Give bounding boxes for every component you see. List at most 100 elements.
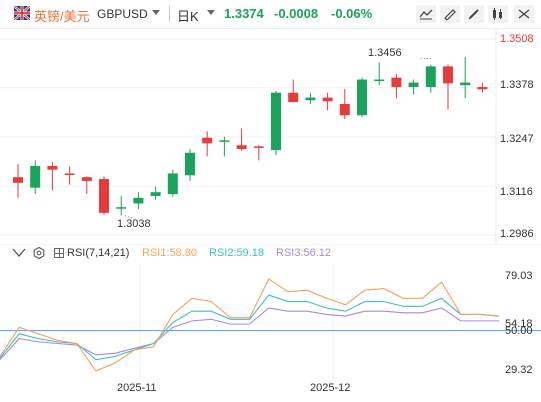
pen-icon xyxy=(468,9,479,20)
quote-header: 英镑/美元 GBPUSD 日K 1.3374 -0.0008 -0.06% xyxy=(0,0,541,28)
candle-body xyxy=(425,66,436,88)
candle-body xyxy=(408,82,419,88)
date-axis-label: 2025-12 xyxy=(310,382,351,394)
candle-body xyxy=(391,77,402,88)
price-axis-label: 1.2986 xyxy=(500,228,534,240)
fullscreen-button[interactable] xyxy=(514,5,534,23)
compare-icon xyxy=(493,8,502,20)
rsi3-value: RSI3:56.12 xyxy=(276,247,332,259)
price-chart[interactable] xyxy=(0,29,541,244)
candle xyxy=(271,90,281,156)
last-price: 1.3374 xyxy=(224,6,264,21)
candle-body xyxy=(167,173,178,195)
candle-body xyxy=(30,165,41,188)
price-axis-label: 1.3378 xyxy=(500,79,534,91)
candle-body xyxy=(133,197,144,204)
rsi-chart[interactable] xyxy=(0,244,541,382)
candle xyxy=(47,162,58,191)
candle xyxy=(219,136,230,157)
header-border xyxy=(0,28,541,29)
low-annotation: 1.3038 xyxy=(117,218,151,230)
period-selector[interactable]: 日K xyxy=(177,9,199,24)
chart-type-icon xyxy=(419,9,433,20)
header-divider xyxy=(169,6,170,22)
chart-type-button[interactable] xyxy=(416,5,436,23)
pair-dropdown-icon[interactable] xyxy=(152,10,160,15)
candle xyxy=(64,166,75,185)
fullscreen-icon xyxy=(518,9,530,19)
candle-body xyxy=(253,146,264,148)
candle-body xyxy=(288,92,299,103)
rsi2-value: RSI2:59.18 xyxy=(209,247,265,259)
candle-body xyxy=(64,173,75,175)
candle-body xyxy=(322,97,333,102)
candle-body xyxy=(460,82,471,86)
candle-body xyxy=(357,79,367,116)
candle xyxy=(81,176,92,195)
candle xyxy=(339,88,350,119)
gear-icon[interactable] xyxy=(33,247,45,259)
candle xyxy=(305,92,316,104)
candle xyxy=(408,79,419,95)
candle xyxy=(425,64,436,93)
candle xyxy=(202,131,213,157)
candle-body xyxy=(116,207,127,209)
candle xyxy=(460,57,471,99)
rsi1-value: RSI1:58.80 xyxy=(142,247,198,259)
candle xyxy=(116,195,127,216)
candle-body xyxy=(202,137,213,144)
rsi2-line xyxy=(0,294,500,361)
candle-body xyxy=(185,152,195,176)
candle-body xyxy=(150,192,161,196)
candle-body xyxy=(477,87,488,90)
price-axis-label: 1.3508 xyxy=(500,33,534,45)
candle xyxy=(99,176,109,215)
rsi-title[interactable]: RSI(7,14,21) xyxy=(67,247,130,259)
indicator-toggle-icon[interactable] xyxy=(54,248,64,258)
candle-body xyxy=(99,179,109,213)
candle-body xyxy=(236,145,247,150)
candle-body xyxy=(374,79,385,82)
candle xyxy=(357,77,367,118)
pen-button[interactable] xyxy=(464,5,484,23)
eye-icon[interactable] xyxy=(12,248,26,258)
candle-body xyxy=(81,177,92,181)
candle xyxy=(236,128,247,151)
high-annotation: 1.3456 xyxy=(368,47,402,59)
date-axis-label: 2025-11 xyxy=(117,382,157,394)
price-change-pct: -0.06% xyxy=(331,6,373,21)
rsi-axis-label: 29.32 xyxy=(505,364,533,376)
candle xyxy=(150,186,161,200)
candle xyxy=(322,92,333,111)
candle xyxy=(374,62,385,86)
candle-body xyxy=(443,66,453,84)
pair-code[interactable]: GBPUSD xyxy=(97,7,148,21)
candle-body xyxy=(13,177,23,183)
rsi-axis-label: 50.00 xyxy=(505,325,533,337)
price-axis-label: 1.3247 xyxy=(500,133,534,145)
candle xyxy=(133,192,144,210)
price-change: -0.0008 xyxy=(274,6,319,21)
rsi-axis-label: 54.18 xyxy=(505,318,533,330)
candle xyxy=(443,64,453,110)
candle xyxy=(167,169,178,197)
candle xyxy=(13,164,23,198)
candle-body xyxy=(305,97,316,101)
candle-body xyxy=(271,92,281,151)
rsi-axis-label: 79.03 xyxy=(505,270,533,282)
compare-button[interactable] xyxy=(488,5,508,23)
candle xyxy=(477,82,488,93)
rsi3-line xyxy=(0,307,500,360)
candle xyxy=(253,145,264,161)
candle-body xyxy=(339,103,350,116)
low-leader xyxy=(125,215,140,222)
candle-body xyxy=(219,140,230,142)
candle xyxy=(185,149,195,181)
draw-button[interactable] xyxy=(440,5,460,23)
candle xyxy=(391,73,402,99)
uk-flag-icon xyxy=(14,6,30,20)
candle xyxy=(30,160,41,195)
price-axis-label: 1.3116 xyxy=(500,186,533,198)
period-dropdown-icon[interactable] xyxy=(207,10,215,15)
pair-name[interactable]: 英镑/美元 xyxy=(34,9,90,24)
